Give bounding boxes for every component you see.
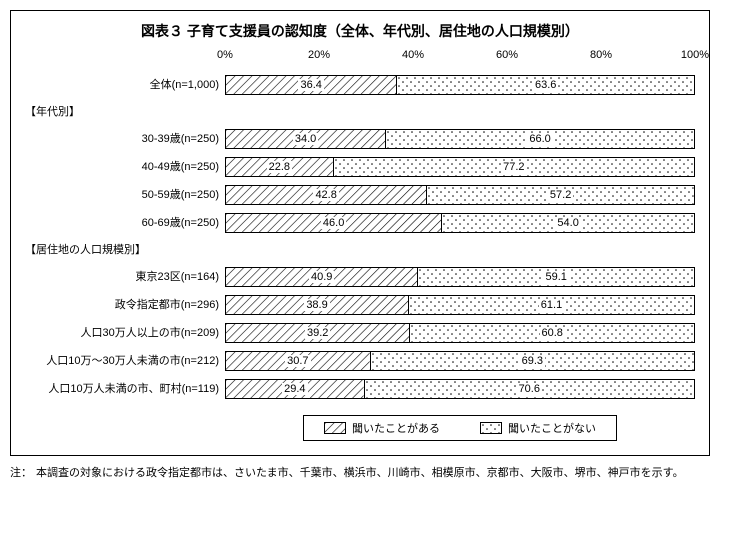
bar-value-label: 63.6	[533, 79, 558, 91]
bar-segment: 34.0	[226, 130, 385, 148]
row-label: 東京23区(n=164)	[25, 263, 225, 291]
axis-tick: 0%	[217, 49, 233, 61]
x-axis: 0%20%40%60%80%100%	[225, 49, 695, 71]
legend-item: 聞いたことがある	[324, 420, 440, 436]
axis-tick: 60%	[496, 49, 518, 61]
row-label: 30-39歳(n=250)	[25, 125, 225, 153]
bar: 36.4 63.6	[225, 75, 695, 95]
bar-segment: 54.0	[441, 214, 694, 232]
bar-value-label: 66.0	[527, 133, 552, 145]
legend-item: 聞いたことがない	[480, 420, 596, 436]
bar-segment: 46.0	[226, 214, 441, 232]
chart-title: 図表３ 子育て支援員の認知度（全体、年代別、居住地の人口規模別）	[25, 21, 695, 41]
bar: 38.9 61.1	[225, 295, 695, 315]
bar-value-label: 60.8	[540, 327, 565, 339]
row-label: 50-59歳(n=250)	[25, 181, 225, 209]
bar: 29.4 70.6	[225, 379, 695, 399]
row-label: 全体(n=1,000)	[25, 71, 225, 99]
bar-value-label: 38.9	[304, 299, 329, 311]
row-label: 政令指定都市(n=296)	[25, 291, 225, 319]
bar: 39.2 60.8	[225, 323, 695, 343]
plot-column: 0%20%40%60%80%100% 36.463.634.066.022.87…	[225, 49, 695, 403]
bar-value-label: 46.0	[321, 217, 346, 229]
note-prefix: 注：	[10, 464, 36, 480]
bar-value-label: 59.1	[543, 271, 568, 283]
row-label: 60-69歳(n=250)	[25, 209, 225, 237]
bar: 46.0 54.0	[225, 213, 695, 233]
bar-segment: 57.2	[426, 186, 694, 204]
axis-tick: 20%	[308, 49, 330, 61]
section-heading: 【居住地の人口規模別】	[25, 237, 225, 263]
chart-body: 全体(n=1,000)【年代別】30-39歳(n=250)40-49歳(n=25…	[25, 49, 695, 403]
bar-segment: 22.8	[226, 158, 333, 176]
bar-value-label: 40.9	[309, 271, 334, 283]
legend: 聞いたことがある 聞いたことがない	[303, 415, 617, 441]
bar-value-label: 69.3	[520, 355, 545, 367]
section-heading: 【年代別】	[25, 99, 225, 125]
bar: 34.0 66.0	[225, 129, 695, 149]
bar-segment: 59.1	[417, 268, 694, 286]
bar-segment: 38.9	[226, 296, 408, 314]
row-labels-column: 全体(n=1,000)【年代別】30-39歳(n=250)40-49歳(n=25…	[25, 49, 225, 403]
footnote: 注： 本調査の対象における政令指定都市は、さいたま市、千葉市、横浜市、川崎市、相…	[10, 464, 710, 480]
bar: 42.8 57.2	[225, 185, 695, 205]
bar-segment: 60.8	[409, 324, 694, 342]
row-label: 人口30万人以上の市(n=209)	[25, 319, 225, 347]
row-label: 40-49歳(n=250)	[25, 153, 225, 181]
bar-value-label: 70.6	[517, 383, 542, 395]
chart-container: 図表３ 子育て支援員の認知度（全体、年代別、居住地の人口規模別） 全体(n=1,…	[10, 10, 710, 456]
bar-value-label: 30.7	[285, 355, 310, 367]
bar-value-label: 77.2	[501, 161, 526, 173]
row-label: 人口10万人未満の市、町村(n=119)	[25, 375, 225, 403]
bar: 30.7 69.3	[225, 351, 695, 371]
bar: 40.9 59.1	[225, 267, 695, 287]
bar-segment: 69.3	[370, 352, 694, 370]
bar-value-label: 34.0	[293, 133, 318, 145]
bar-segment: 40.9	[226, 268, 417, 286]
bar-value-label: 36.4	[298, 79, 323, 91]
legend-swatch	[480, 422, 502, 434]
bar-segment: 70.6	[364, 380, 694, 398]
bar-segment: 36.4	[226, 76, 396, 94]
bar: 22.8 77.2	[225, 157, 695, 177]
bar-value-label: 29.4	[282, 383, 307, 395]
bar-segment: 42.8	[226, 186, 426, 204]
legend-swatch	[324, 422, 346, 434]
axis-tick: 40%	[402, 49, 424, 61]
bar-segment: 77.2	[333, 158, 694, 176]
bar-value-label: 39.2	[305, 327, 330, 339]
bar-value-label: 54.0	[555, 217, 580, 229]
row-label: 人口10万～30万人未満の市(n=212)	[25, 347, 225, 375]
bar-value-label: 42.8	[313, 189, 338, 201]
note-text: 本調査の対象における政令指定都市は、さいたま市、千葉市、横浜市、川崎市、相模原市…	[36, 464, 710, 480]
legend-label: 聞いたことがある	[352, 420, 440, 436]
bar-segment: 61.1	[408, 296, 694, 314]
bar-segment: 66.0	[385, 130, 694, 148]
bar-segment: 39.2	[226, 324, 409, 342]
bar-value-label: 61.1	[539, 299, 564, 311]
bar-segment: 29.4	[226, 380, 364, 398]
legend-label: 聞いたことがない	[508, 420, 596, 436]
axis-tick: 100%	[681, 49, 709, 61]
bar-segment: 63.6	[396, 76, 694, 94]
axis-tick: 80%	[590, 49, 612, 61]
bar-value-label: 22.8	[267, 161, 292, 173]
bar-value-label: 57.2	[548, 189, 573, 201]
bar-segment: 30.7	[226, 352, 370, 370]
